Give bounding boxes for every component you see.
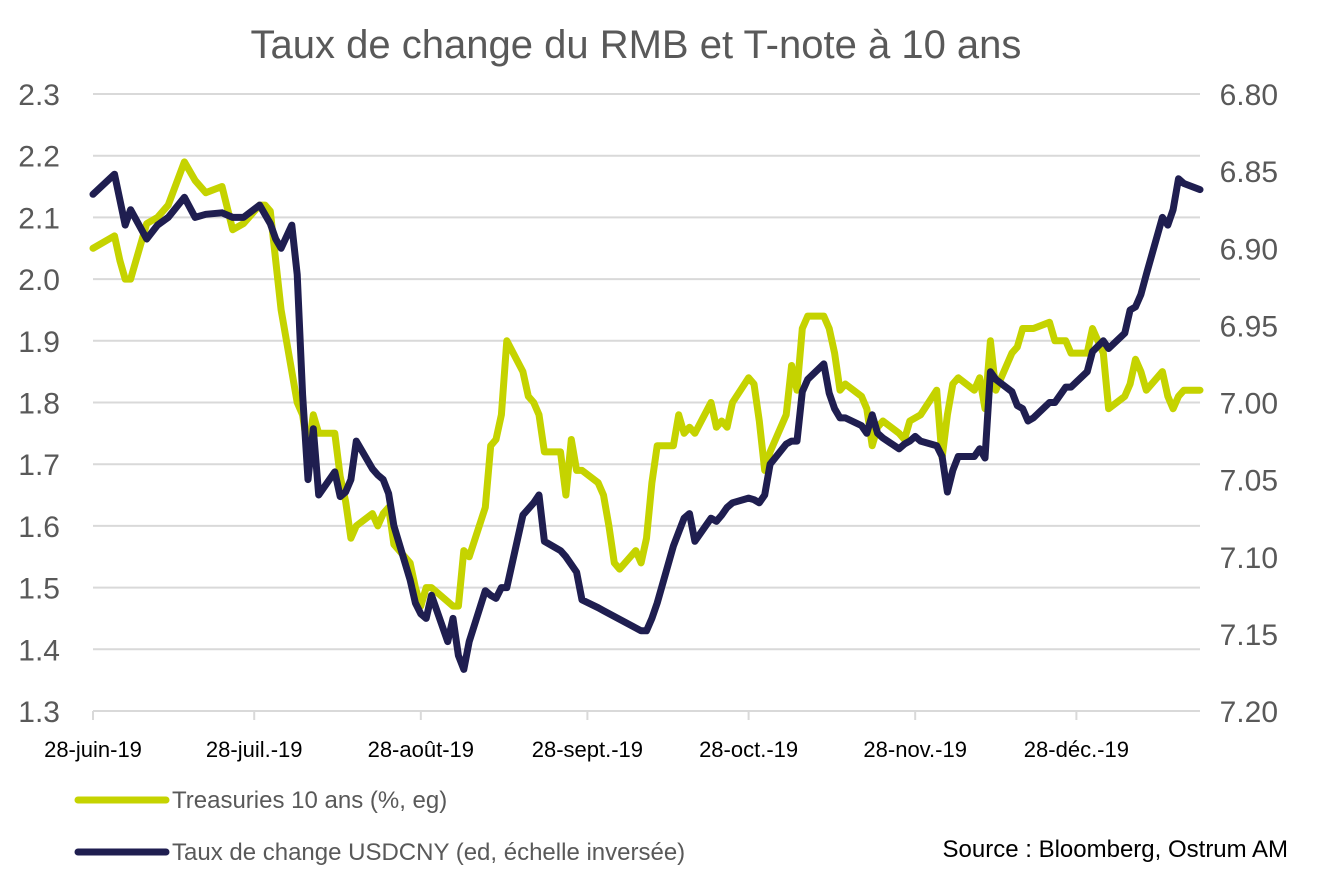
- y-left-tick-label: 1.8: [18, 388, 60, 421]
- x-tick-label: 28-juil.-19: [206, 737, 303, 762]
- legend: Treasuries 10 ans (%, eg) Taux de change…: [74, 787, 685, 866]
- y-left-tick-label: 1.3: [18, 696, 60, 729]
- y-right-tick-label: 6.90: [1220, 233, 1278, 266]
- x-tick-label: 28-déc.-19: [1024, 737, 1129, 762]
- y-left-tick-label: 2.3: [18, 79, 60, 112]
- y-right-tick-label: 7.05: [1220, 465, 1278, 498]
- legend-label-usdcny: Taux de change USDCNY (ed, échelle inver…: [172, 839, 685, 866]
- y-right-tick-label: 7.00: [1220, 388, 1278, 421]
- y-right-tick-label: 6.80: [1220, 79, 1278, 112]
- y-left-tick-label: 1.7: [18, 449, 60, 482]
- x-tick-label: 28-nov.-19: [863, 737, 967, 762]
- y-right-tick-label: 7.20: [1220, 696, 1278, 729]
- series-layer: [89, 158, 1204, 673]
- y-left-tick-label: 2.0: [18, 264, 60, 297]
- series-line-treasuries: [89, 158, 1204, 610]
- series-line-usdcny: [89, 170, 1204, 673]
- y-left-tick-label: 1.4: [18, 634, 60, 667]
- y-right-tick-label: 6.85: [1220, 156, 1278, 189]
- y-left-tick-label: 2.2: [18, 141, 60, 174]
- x-tick-label: 28-août-19: [368, 737, 474, 762]
- y-right-tick-label: 7.10: [1220, 542, 1278, 575]
- y-left-tick-label: 2.1: [18, 202, 60, 235]
- x-tick-label: 28-sept.-19: [532, 737, 643, 762]
- y-left-tick-label: 1.9: [18, 326, 60, 359]
- y-right-tick-label: 6.95: [1220, 310, 1278, 343]
- y-left-tick-label: 1.5: [18, 573, 60, 606]
- y-right-tick-label: 7.15: [1220, 619, 1278, 652]
- x-tick-label: 28-oct.-19: [699, 737, 798, 762]
- y-left-tick-label: 1.6: [18, 511, 60, 544]
- source-note: Source : Bloomberg, Ostrum AM: [943, 836, 1288, 863]
- axes: 1.3 1.4 1.5 1.6 1.7 1.8 1.9 2.0 2.1 2.2 2.3 6.80 6.8…: [18, 79, 1278, 762]
- chart-title: Taux de change du RMB et T-note à 10 ans: [251, 23, 1022, 67]
- gridlines: [93, 93, 1200, 651]
- legend-label-treasuries: Treasuries 10 ans (%, eg): [172, 787, 447, 814]
- x-tick-label: 28-juin-19: [44, 737, 142, 762]
